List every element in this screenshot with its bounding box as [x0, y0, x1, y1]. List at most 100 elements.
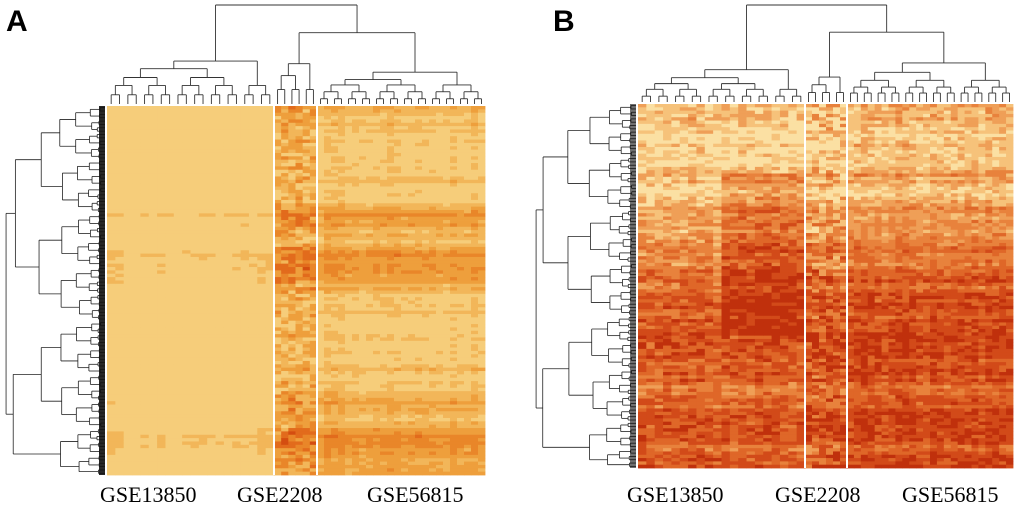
heatmap-cell [190, 243, 200, 248]
heatmap-cell [215, 360, 225, 365]
heatmap-cell [148, 206, 158, 211]
heatmap-cell [373, 344, 381, 348]
heatmap-cell [173, 267, 183, 271]
heatmap-cell [265, 337, 275, 342]
heatmap-cell [198, 293, 208, 298]
heatmap-cell [415, 199, 423, 204]
heatmap-cell [148, 297, 158, 301]
heatmap-cell [148, 216, 158, 221]
heatmap-cell [281, 189, 289, 194]
heatmap-cell [281, 243, 289, 248]
heatmap-cell [317, 283, 325, 288]
heatmap-cell [281, 307, 289, 312]
heatmap-cell [248, 300, 258, 305]
heatmap-cell [373, 146, 381, 150]
heatmap-cell [366, 132, 374, 137]
heatmap-cell [240, 193, 250, 197]
heatmap-cell [198, 287, 208, 291]
heatmap-cell [302, 421, 311, 426]
heatmap-cell [338, 307, 346, 312]
heatmap-cell [338, 216, 346, 221]
heatmap-cell [182, 297, 191, 301]
heatmap-cell [380, 256, 388, 261]
heatmap-cell [182, 223, 191, 228]
heatmap-cell [207, 461, 216, 466]
heatmap-cell [123, 381, 133, 385]
heatmap-cell [215, 401, 225, 405]
heatmap-cell [288, 209, 296, 214]
heatmap-cell [331, 287, 339, 291]
heatmap-cell [232, 394, 241, 399]
heatmap-cell [281, 139, 289, 144]
heatmap-cell [107, 297, 116, 301]
heatmap-cell [408, 173, 416, 177]
heatmap-cell [223, 189, 233, 194]
heatmap-cell [182, 431, 191, 436]
heatmap-cell [373, 471, 381, 476]
heatmap-cell [215, 163, 225, 167]
heatmap-cell [257, 327, 267, 332]
heatmap-cell [387, 330, 395, 335]
heatmap-cell [248, 116, 258, 120]
heatmap-cell [232, 340, 241, 345]
heatmap-cell [302, 112, 311, 117]
heatmap-cell [232, 297, 241, 301]
heatmap-cell [207, 169, 216, 174]
heatmap-cell [240, 142, 250, 147]
heatmap-cell [148, 290, 158, 295]
heatmap-cell [132, 277, 141, 281]
heatmap-cell [107, 387, 116, 392]
heatmap-cell [190, 206, 200, 211]
heatmap-cell [408, 320, 416, 325]
heatmap-cell [302, 267, 311, 271]
heatmap-cell [248, 438, 258, 442]
heatmap-cell [331, 246, 339, 251]
heatmap-cell [165, 196, 175, 201]
heatmap-cell [373, 179, 381, 184]
heatmap-cell [198, 371, 208, 375]
heatmap-cell [345, 290, 353, 295]
heatmap-cell [165, 183, 175, 187]
heatmap-cell [380, 156, 388, 161]
heatmap-cell [345, 320, 353, 325]
heatmap-cell [401, 267, 409, 271]
heatmap-cell [373, 233, 381, 238]
heatmap-cell [401, 458, 409, 462]
heatmap-cell [140, 230, 150, 234]
heatmap-cell [182, 206, 191, 211]
heatmap-cell [338, 122, 346, 127]
heatmap-cell [207, 334, 216, 338]
heatmap-cell [359, 397, 367, 402]
heatmap-cell [107, 199, 116, 204]
heatmap-cell [157, 340, 166, 345]
heatmap-cell [140, 142, 150, 147]
heatmap-cell [140, 263, 150, 268]
heatmap-cell [215, 173, 225, 177]
heatmap-cell [123, 438, 133, 442]
heatmap-cell [366, 290, 374, 295]
heatmap-cell [309, 220, 318, 224]
heatmap-cell [338, 391, 346, 395]
heatmap-cell [345, 193, 353, 197]
heatmap-cell [352, 434, 360, 439]
heatmap-cell [380, 213, 388, 218]
heatmap-cell [107, 116, 116, 120]
heatmap-cell [295, 377, 304, 382]
heatmap-cell [182, 159, 191, 164]
heatmap-cell [182, 411, 191, 416]
heatmap-cell [173, 122, 183, 127]
heatmap-cell [215, 119, 225, 124]
heatmap-cell [140, 431, 150, 436]
heatmap-cell [324, 156, 332, 161]
heatmap-cell [295, 417, 304, 422]
heatmap-cell [288, 354, 296, 358]
heatmap-cell [265, 401, 275, 405]
heatmap-cell [302, 424, 311, 429]
heatmap-cell [207, 404, 216, 409]
heatmap-cell [309, 371, 318, 375]
heatmap-cell [223, 126, 233, 130]
heatmap-cell [331, 163, 339, 167]
heatmap-cell [366, 441, 374, 446]
heatmap-cell [338, 277, 346, 281]
heatmap-cell [115, 263, 125, 268]
